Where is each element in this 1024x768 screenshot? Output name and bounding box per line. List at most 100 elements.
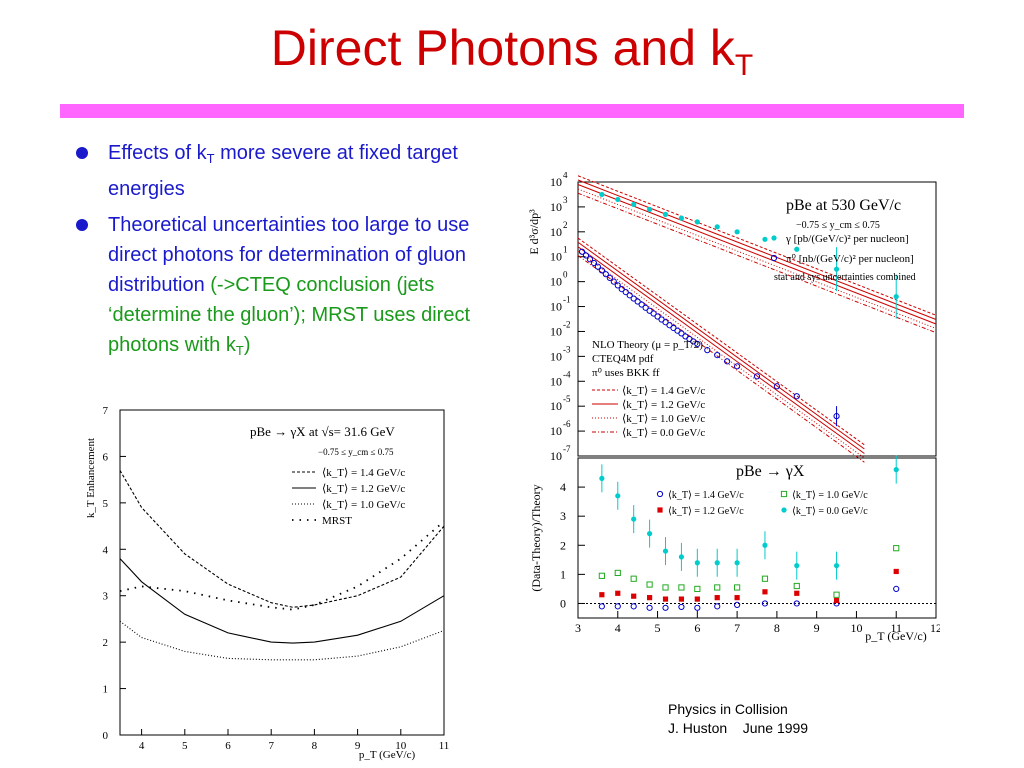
photon-data-point [678,215,685,221]
plot-frame [119,409,445,736]
residual-legend-marker [657,507,663,513]
bullet-item-theory-uncertainties: Theoretical uncertainties too large to u… [76,210,506,366]
series-line [119,620,445,661]
residual-point [662,604,669,611]
pion-data-point [590,259,598,267]
photon-data-point [599,191,605,198]
uncertainty-note: stat and sys uncertainties combined [774,272,916,283]
y-tick-label: 10 [550,250,562,264]
y-tick-label: 10 [550,200,562,214]
residual-point [714,584,721,591]
pion-data-point [634,298,641,305]
pion-data-point [622,288,629,296]
photon-theory-curve [577,188,937,329]
residual-point [893,585,900,593]
residual-point [614,569,621,577]
lower-chart-title: pBe → γX [736,463,805,480]
x-tick-label: 6 [694,621,700,635]
theory-label: NLO Theory (μ = p_T/2) [592,339,703,351]
y-tick-label: 1 [103,684,109,696]
upper-chart-cut: −0.75 ≤ y_cm ≤ 0.75 [796,220,880,231]
photon-data-point [647,206,653,212]
residual-point [794,563,800,569]
bullet-dot-icon [76,219,88,231]
pion-data-point [773,383,780,390]
bullet-text: Effects of k [108,142,207,164]
residual-point [833,597,840,604]
residual-point [893,568,899,575]
residual-legend-label: ⟨k_T⟩ = 1.4 GeV/c [668,490,744,501]
pion-theory-curve [577,250,865,459]
photon-data-point [734,229,740,235]
slide-title-subscript: T [734,49,754,82]
residual-point [630,603,637,610]
residual-point [893,467,899,473]
y-tick-exponent: -3 [563,344,571,354]
x-tick-label: 11 [890,621,902,635]
residual-point [646,604,653,611]
residual-point [694,604,701,611]
photon-data-point [893,293,899,300]
residual-legend-label: ⟨k_T⟩ = 1.0 GeV/c [792,490,868,501]
pion-data-point [642,304,649,311]
residual-point [714,595,720,601]
bullet-text: Theoretical uncertainties too large to u… [108,214,470,296]
residual-point [647,531,653,537]
upper-chart-title: pBe at 530 GeV/c [786,197,901,214]
photon-data-point [794,246,800,252]
pion-theory-curve [577,255,865,463]
y-tick-exponent: 4 [563,172,568,180]
legend-label: ⟨k_T⟩ = 1.0 GeV/c [322,499,405,511]
residual-point [793,582,800,590]
title-divider [60,104,964,118]
pion-data-point [753,373,761,380]
x-tick-label: 10 [850,621,862,635]
kt-enhancement-chart: 0 1 2 3 4 5 6 7 4 5 6 7 8 9 10 11 p_T (GeV/c) k_T Enhance… [85,405,449,761]
photon-data-point [694,219,700,225]
residual-point [714,603,721,610]
residual-point [678,584,685,591]
pion-data-point [734,363,741,370]
pion-data-point [606,274,613,282]
x-tick-label: 5 [182,740,188,752]
pion-data-point [714,352,721,359]
residual-point [614,603,621,610]
residual-point [833,563,840,569]
legend-label: MRST [322,515,352,527]
pion-data-point [602,271,609,278]
y-tick-label: 3 [560,509,566,523]
residual-point [678,603,685,611]
photon-theory-curve [577,184,937,325]
y-tick-label: 10 [550,324,562,338]
y-tick-exponent: 3 [563,195,568,205]
residual-point [694,596,700,602]
y-tick-exponent: -5 [563,394,571,404]
pion-data-point [614,282,621,289]
x-tick-label: 10 [395,740,407,752]
y-tick-label: 2 [560,538,566,552]
residual-point [630,575,637,582]
pion-data-point [638,301,645,308]
theory-legend-label: ⟨k_T⟩ = 1.2 GeV/c [622,399,705,411]
y-tick-label: 3 [103,591,109,603]
bullet-text-cont: more severe at fixed target energies [108,142,458,200]
legend-pion-marker [770,254,778,262]
legend-pion-label: π⁰ [nb/(GeV/c)² per nucleon] [786,253,914,265]
residual-point [734,595,740,601]
slide-title-main: Direct Photons and k [270,20,735,76]
residual-point [662,548,669,554]
residual-point [833,591,840,598]
y-tick-label: 10 [550,175,562,189]
residual-point [615,493,621,499]
y-tick-label: 4 [560,480,566,494]
upper-y-axis-label: E d³σ/dp³ [527,209,541,255]
footer-line-2: J. Huston June 1999 [668,720,809,736]
residual-point [662,584,669,591]
pion-data-point [582,252,590,259]
residual-point [762,589,768,595]
pion-data-point [598,267,605,274]
y-tick-label: 2 [103,637,109,649]
residual-point [599,475,605,481]
y-tick-label: 10 [550,349,562,363]
x-tick-label: 8 [774,621,780,635]
